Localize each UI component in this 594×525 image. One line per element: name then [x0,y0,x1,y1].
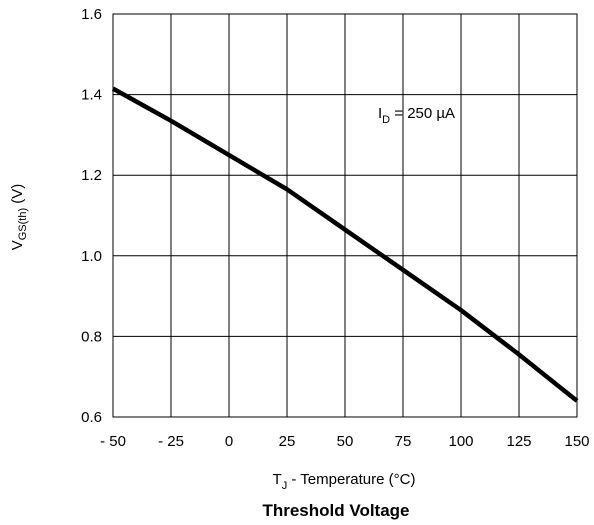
y-tick-label: 1.4 [81,87,102,104]
series-line [111,86,579,403]
chart-title: Threshold Voltage [262,501,409,520]
x-tick-label: 100 [448,433,473,450]
x-tick-label: 150 [564,433,589,450]
y-axis-label: VGS(th) (V) [9,184,29,251]
plot-frame [112,13,578,418]
x-tick-label: - 50 [100,433,126,450]
x-tick-labels: - 50 - 25 0 25 50 75 100 125 150 [100,433,589,450]
x-tick-label: 0 [225,433,233,450]
y-tick-label: 1.2 [81,167,102,184]
x-tick-label: 125 [506,433,531,450]
x-axis-label: TJ - Temperature (°C) [273,471,416,492]
y-tick-label: 0.6 [81,409,102,426]
x-tick-label: 75 [395,433,412,450]
y-tick-labels: 0.6 0.8 1.0 1.2 1.4 1.6 [81,6,102,426]
y-tick-label: 1.0 [81,248,102,265]
x-tick-label: 50 [337,433,354,450]
x-tick-label: - 25 [158,433,184,450]
y-tick-label: 0.8 [81,328,102,345]
current-annotation: ID = 250 µA [378,105,455,126]
x-tick-label: 25 [279,433,296,450]
y-tick-label: 1.6 [81,6,102,23]
grid-lines [112,13,578,418]
